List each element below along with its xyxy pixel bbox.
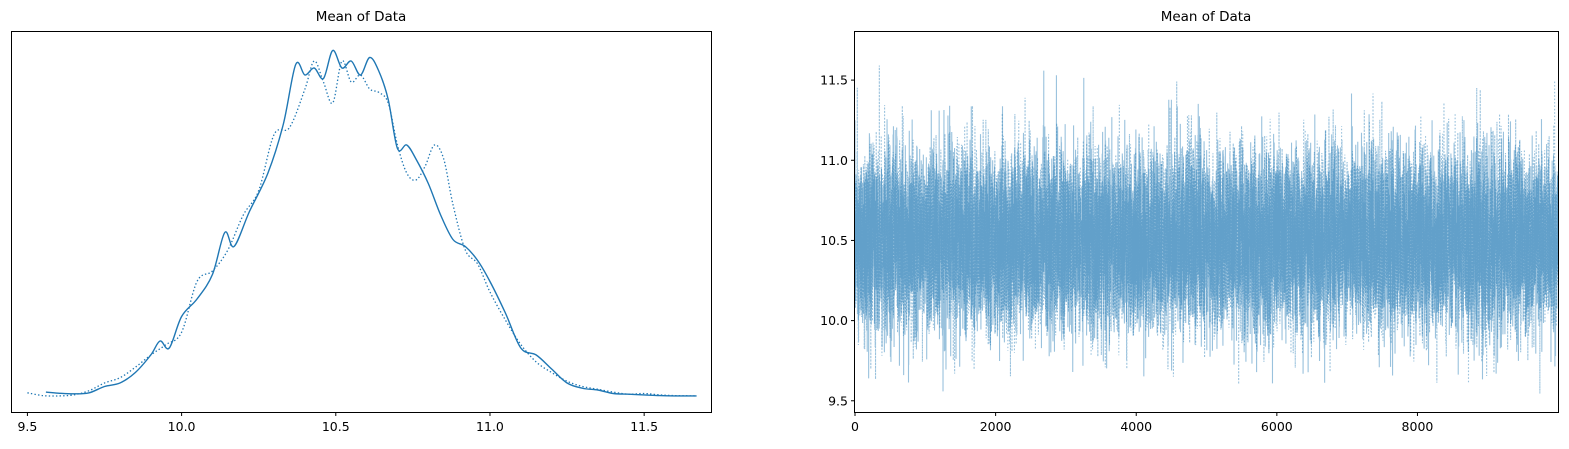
density-title: Mean of Data xyxy=(316,9,407,25)
trace-x-tick-label: 2000 xyxy=(980,419,1012,434)
trace-panel: Mean of Data 0 2000 4000 6000 8000 9.5 10.0 10… xyxy=(820,9,1559,434)
density-line-dotted xyxy=(27,60,697,397)
trace-y-tick-label: 10.5 xyxy=(820,233,848,248)
trace-line-solid xyxy=(855,70,1558,392)
density-x-tick-label: 11.0 xyxy=(476,419,504,434)
trace-x-tick-label: 0 xyxy=(851,419,859,434)
trace-plot-frame xyxy=(854,31,1559,413)
density-x-tick-label: 9.5 xyxy=(17,419,37,434)
trace-title: Mean of Data xyxy=(1161,9,1252,25)
density-plot-frame xyxy=(11,31,712,413)
trace-x-tick-label: 4000 xyxy=(1120,419,1152,434)
density-x-tick-label: 10.0 xyxy=(168,419,196,434)
trace-y-tick-label: 9.5 xyxy=(828,393,848,408)
trace-line-dotted xyxy=(855,65,1558,394)
trace-y-tick-label: 10.0 xyxy=(820,313,848,328)
trace-y-tick-label: 11.5 xyxy=(820,73,848,88)
trace-x-tick-label: 8000 xyxy=(1402,419,1434,434)
trace-x-tick-label: 6000 xyxy=(1261,419,1293,434)
density-panel: Mean of Data 9.5 10.0 10.5 11.0 11.5 xyxy=(11,9,712,434)
density-x-tick-label: 11.5 xyxy=(630,419,658,434)
density-x-tick-label: 10.5 xyxy=(322,419,350,434)
density-line-solid xyxy=(45,49,697,397)
trace-y-tick-label: 11.0 xyxy=(820,153,848,168)
